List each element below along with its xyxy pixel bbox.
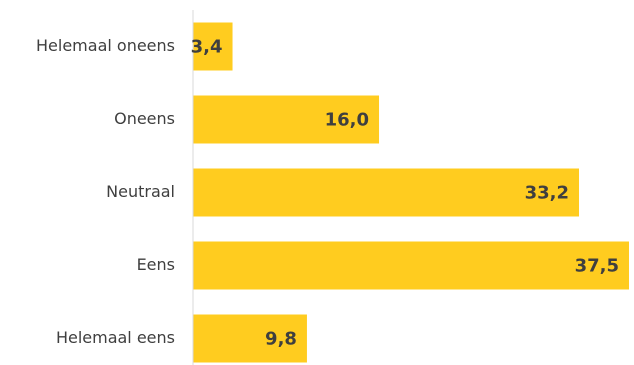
bar-0 [193,22,233,71]
bar-1 [193,95,380,144]
value-label-4: 9,8 [265,329,297,350]
category-label-2: Neutraal [106,182,175,201]
value-label-3: 37,5 [575,256,619,277]
bar-3 [193,241,629,290]
bar-4 [193,314,307,363]
category-label-1: Oneens [114,109,175,128]
category-label-3: Eens [137,255,175,274]
value-label-1: 16,0 [325,110,369,131]
labels-layer: Helemaal oneens 3,4 Oneens 16,0 Neutraal 33,2… [36,36,619,350]
category-label-0: Helemaal oneens [36,36,175,55]
category-label-4: Helemaal eens [56,328,175,347]
value-label-0: 3,4 [191,37,223,58]
bars-layer [193,22,629,363]
value-label-2: 33,2 [525,183,569,204]
bar-2 [193,168,580,217]
